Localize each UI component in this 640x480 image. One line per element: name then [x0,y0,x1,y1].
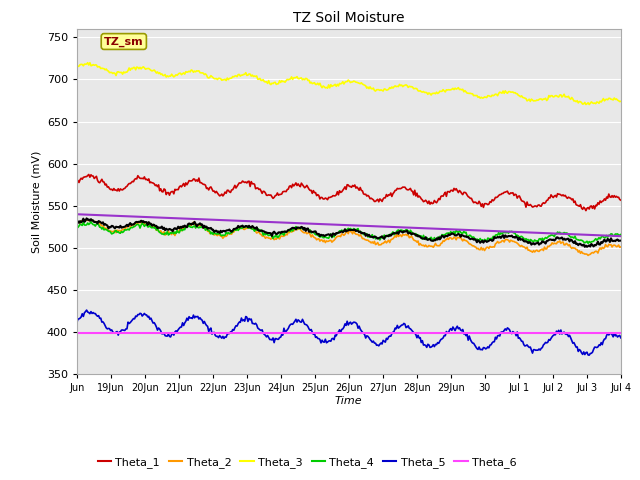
Theta_3 [369,86,376,92]
Theta_5 [332,333,340,339]
Theta_4 [332,231,340,237]
Theta_5 [606,331,614,336]
Theta_avg [617,238,625,243]
Theta_5 [73,320,81,326]
Line: Theta_avg: Theta_avg [77,218,621,247]
X-axis label: Time: Time [335,396,363,406]
Line: Theta_5: Theta_5 [77,310,621,355]
Theta_4 [617,232,625,238]
Theta_avg [336,229,344,235]
Theta_1 [606,194,614,200]
Theta_5 [617,335,625,341]
Theta_7 [367,223,375,229]
Theta_3 [520,95,527,101]
Theta_3 [332,84,340,89]
Line: Theta_7: Theta_7 [77,214,621,236]
Theta_1 [582,208,589,214]
Theta_7 [604,233,612,239]
Theta_2 [584,252,592,258]
Theta_4 [73,224,81,229]
Theta_1 [73,178,81,183]
Theta_avg [520,239,527,244]
Theta_7 [397,225,404,230]
Theta_6 [519,330,527,336]
Theta_5 [586,352,593,358]
Theta_6 [332,330,339,336]
Theta_4 [606,232,614,238]
Line: Theta_1: Theta_1 [77,174,621,211]
Theta_2 [73,220,81,226]
Theta_5 [398,322,406,328]
Theta_3 [606,96,614,101]
Theta_2 [81,217,88,223]
Theta_6 [367,330,375,336]
Theta_avg [73,219,81,225]
Theta_4 [369,232,376,238]
Theta_7 [73,211,81,217]
Theta_1 [398,185,406,191]
Theta_6 [335,330,342,336]
Text: TZ_sm: TZ_sm [104,36,143,47]
Theta_4 [87,219,95,225]
Theta_3 [586,102,593,108]
Theta_3 [617,98,625,104]
Theta_1 [332,192,340,198]
Theta_7 [332,222,339,228]
Theta_avg [369,234,376,240]
Theta_1 [85,171,93,177]
Theta_6 [604,330,612,336]
Theta_6 [397,330,404,336]
Theta_avg [581,244,589,250]
Theta_2 [398,234,406,240]
Theta_1 [520,199,527,204]
Theta_avg [83,216,90,221]
Theta_7 [617,233,625,239]
Theta_5 [369,339,376,345]
Y-axis label: Soil Moisture (mV): Soil Moisture (mV) [31,150,41,253]
Theta_avg [332,230,340,236]
Theta_6 [73,330,81,336]
Theta_3 [73,62,81,68]
Theta_4 [584,240,592,246]
Theta_3 [86,60,93,66]
Theta_7 [519,229,527,235]
Theta_5 [520,342,527,348]
Theta_1 [336,188,344,193]
Theta_3 [336,81,344,86]
Theta_3 [398,82,406,88]
Theta_5 [336,327,344,333]
Theta_4 [398,228,406,233]
Theta_7 [335,222,342,228]
Theta_1 [617,197,625,203]
Theta_2 [369,239,376,245]
Theta_2 [336,233,344,239]
Title: TZ Soil Moisture: TZ Soil Moisture [293,11,404,25]
Theta_2 [332,234,340,240]
Theta_2 [617,244,625,250]
Theta_5 [83,307,90,313]
Theta_6 [617,330,625,336]
Theta_avg [398,229,406,235]
Theta_1 [369,196,376,202]
Theta_2 [606,242,614,248]
Theta_avg [606,239,614,245]
Theta_2 [520,244,527,250]
Line: Theta_2: Theta_2 [77,220,621,255]
Theta_4 [520,236,527,241]
Line: Theta_3: Theta_3 [77,63,621,105]
Line: Theta_4: Theta_4 [77,222,621,243]
Theta_4 [336,228,344,234]
